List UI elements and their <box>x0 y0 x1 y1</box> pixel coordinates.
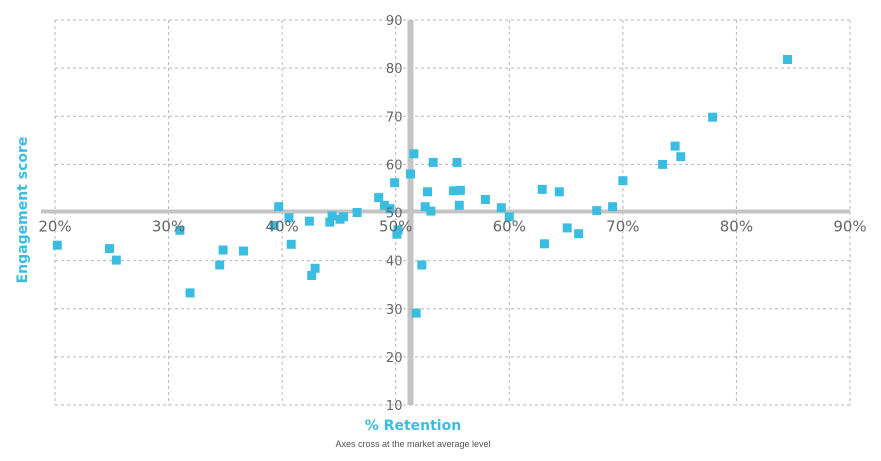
data-point-2 <box>111 255 121 265</box>
data-point-28 <box>411 308 421 318</box>
x-tick-label-6: 80% <box>720 218 753 236</box>
data-point-35 <box>452 157 462 167</box>
x-tick-label-0: 20% <box>38 218 71 236</box>
data-point-20 <box>374 193 384 203</box>
data-point-32 <box>426 206 436 216</box>
data-point-12 <box>304 216 314 226</box>
data-point-45 <box>574 229 584 239</box>
data-point-41 <box>537 184 547 194</box>
data-point-22 <box>385 204 395 214</box>
data-point-26 <box>406 169 415 179</box>
y-tick-label-6: 70 <box>386 110 403 125</box>
data-point-47 <box>608 202 618 212</box>
y-tick-label-4: 50 <box>386 207 403 222</box>
data-point-7 <box>239 246 248 256</box>
data-point-14 <box>310 263 320 273</box>
y-tick-label-2: 30 <box>386 303 403 318</box>
y-tick-label-8: 90 <box>386 14 403 29</box>
axes-note: Axes cross at the market average level <box>335 439 490 449</box>
data-point-38 <box>480 195 490 204</box>
x-tick-label-1: 30% <box>152 218 185 236</box>
data-point-1 <box>105 244 114 254</box>
y-tick-label-0: 10 <box>386 399 403 414</box>
data-point-40 <box>504 212 514 222</box>
data-point-18 <box>339 212 348 222</box>
data-point-19 <box>352 208 362 217</box>
data-point-39 <box>496 203 506 213</box>
data-point-3 <box>175 225 185 235</box>
data-point-4 <box>185 288 195 298</box>
data-point-11 <box>286 239 296 249</box>
data-point-15 <box>325 217 335 227</box>
y-tick-label-7: 80 <box>386 62 403 77</box>
data-point-31 <box>423 187 432 197</box>
data-point-44 <box>562 223 572 233</box>
data-point-21 <box>379 200 389 210</box>
data-point-49 <box>658 159 668 169</box>
y-tick-label-1: 20 <box>386 351 403 366</box>
data-point-37 <box>455 185 465 195</box>
data-point-29 <box>417 260 427 270</box>
data-point-53 <box>783 55 792 64</box>
x-axis-title: % Retention <box>365 418 461 434</box>
data-point-0 <box>52 240 62 250</box>
data-point-13 <box>307 271 317 280</box>
data-point-25 <box>393 225 403 235</box>
data-point-23 <box>390 178 400 188</box>
data-point-36 <box>454 200 464 210</box>
x-tick-label-5: 70% <box>606 218 639 236</box>
data-point-27 <box>409 149 419 159</box>
data-point-10 <box>284 213 294 223</box>
data-points <box>52 55 792 318</box>
data-point-46 <box>592 206 602 216</box>
x-tick-label-7: 90% <box>833 218 866 236</box>
data-point-30 <box>420 202 430 212</box>
data-point-33 <box>428 157 438 167</box>
cross-axes <box>41 20 850 405</box>
data-point-51 <box>676 152 686 162</box>
x-tick-label-4: 60% <box>493 218 526 236</box>
data-point-50 <box>670 141 680 151</box>
data-point-9 <box>274 202 284 212</box>
data-point-16 <box>327 211 337 221</box>
y-tick-label-3: 40 <box>386 255 403 270</box>
data-point-48 <box>618 176 628 186</box>
y-tick-label-5: 60 <box>386 158 403 173</box>
x-tick-label-2: 40% <box>265 218 298 236</box>
tick-labels: 20% 30% 40% 50% 60% 70% 80% 90% 10 20 30 40 50 60 70 80… <box>38 14 866 414</box>
data-point-42 <box>540 239 549 249</box>
data-point-6 <box>218 245 228 255</box>
data-point-43 <box>554 187 564 197</box>
data-point-5 <box>215 260 225 270</box>
data-point-8 <box>269 221 279 230</box>
x-tick-label-3: 50% <box>379 218 412 236</box>
data-point-52 <box>708 112 718 122</box>
data-point-34 <box>449 186 459 196</box>
y-axis-title: Engagement score <box>15 137 31 284</box>
